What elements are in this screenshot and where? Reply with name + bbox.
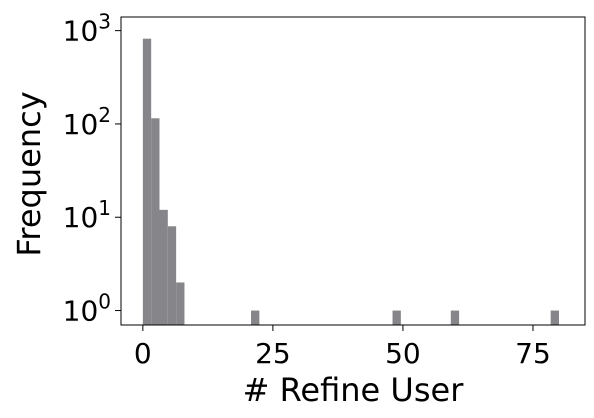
histogram-bar-2 [159, 209, 168, 325]
histogram-bar-4 [176, 282, 185, 325]
x-tick-label: 0 [134, 337, 152, 370]
histogram-bar-6 [392, 310, 401, 325]
plot-frame [120, 16, 586, 326]
y-tick-label: 101 [63, 196, 111, 234]
y-tick-label: 100 [63, 290, 111, 328]
histogram-bar-5 [251, 310, 260, 325]
x-axis-label: # Refine User [243, 371, 465, 409]
x-tick-label: 25 [255, 337, 291, 370]
x-axis-ticks: 0 25 50 75 [134, 325, 551, 370]
y-tick-label: 103 [63, 10, 111, 48]
histogram-bar-1 [151, 118, 160, 325]
y-axis-ticks: 100 101 102 103 [63, 10, 121, 328]
y-axis-label: Frequency [10, 91, 48, 256]
histogram-bar-7 [450, 310, 460, 325]
bars-group [142, 38, 559, 326]
y-tick-label: 102 [63, 103, 111, 141]
histogram-bar-8 [550, 310, 559, 325]
histogram-bar-0 [142, 38, 152, 326]
x-tick-label: 50 [385, 337, 421, 370]
histogram-bar-3 [167, 226, 177, 325]
x-tick-label: 75 [515, 337, 551, 370]
